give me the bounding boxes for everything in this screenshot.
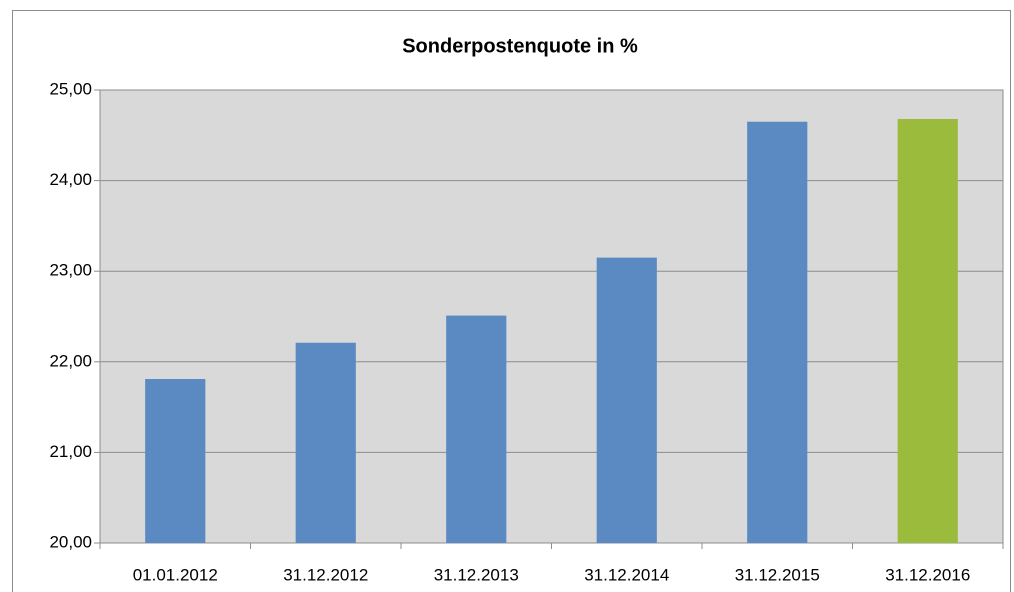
x-tick-label: 31.12.2014 (584, 565, 669, 584)
bar (596, 257, 657, 543)
bar (897, 118, 958, 543)
bar (145, 379, 206, 543)
y-tick-label: 24,00 (49, 170, 92, 189)
chart-title: Sonderpostenquote in % (402, 35, 638, 57)
bar (747, 121, 808, 544)
x-tick-label: 01.01.2012 (133, 565, 218, 584)
x-tick-label: 31.12.2015 (735, 565, 820, 584)
y-tick-label: 25,00 (49, 79, 92, 98)
x-tick-label: 31.12.2016 (885, 565, 970, 584)
y-tick-label: 21,00 (49, 442, 92, 461)
x-tick-label: 31.12.2013 (434, 565, 519, 584)
x-tick-label: 31.12.2012 (283, 565, 368, 584)
bar (295, 342, 356, 543)
plot-area (99, 89, 1004, 544)
y-tick-label: 23,00 (49, 261, 92, 280)
y-tick-label: 20,00 (49, 532, 92, 551)
y-tick-label: 22,00 (49, 351, 92, 370)
bar (446, 315, 507, 543)
